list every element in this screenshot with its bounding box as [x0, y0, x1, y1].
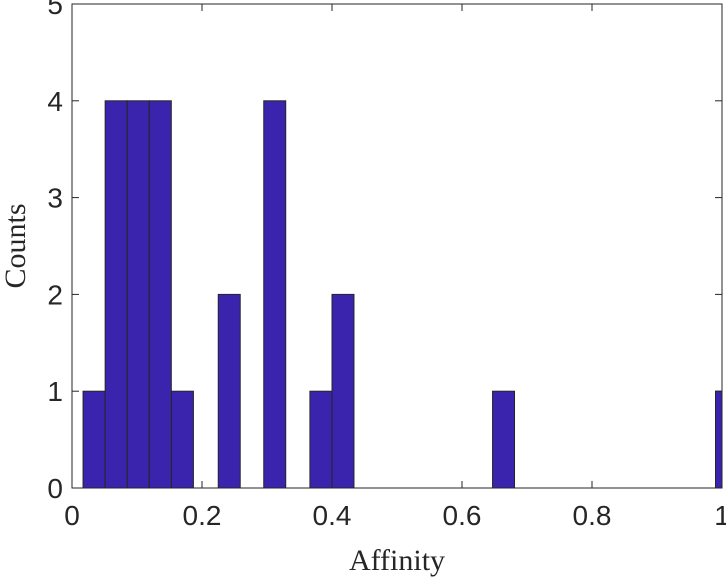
- histogram-bar: [309, 390, 333, 489]
- x-tick-label: 0.8: [573, 500, 612, 531]
- x-axis-label: Affinity: [349, 544, 445, 577]
- y-tick-label: 2: [47, 279, 63, 310]
- histogram-bar: [331, 293, 355, 489]
- y-tick-label: 1: [47, 376, 63, 407]
- x-tick-label: 0.6: [443, 500, 482, 531]
- y-tick-label: 4: [47, 86, 63, 117]
- x-tick-label: 1: [714, 500, 726, 531]
- histogram-bar: [217, 293, 241, 489]
- histogram-bar: [82, 390, 106, 489]
- histogram-bars: [82, 100, 723, 489]
- x-tick-label: 0.4: [313, 500, 352, 531]
- y-tick-label: 0: [47, 473, 63, 504]
- y-tick-label: 3: [47, 183, 63, 214]
- histogram-bar: [126, 100, 150, 489]
- y-axis-label: Counts: [0, 203, 32, 288]
- histogram-bar: [104, 100, 128, 489]
- axis-ticks: 0 0.2 0.4 0.6 0.8 1 0 1 2 3 4 5: [47, 0, 726, 531]
- histogram-bar: [715, 390, 723, 489]
- y-tick-label: 5: [47, 0, 63, 20]
- histogram-bar: [170, 390, 194, 489]
- axes-box: [71, 3, 723, 489]
- histogram-bar: [492, 390, 516, 489]
- histogram-bar: [263, 100, 287, 489]
- x-tick-label: 0.2: [183, 500, 222, 531]
- histogram-bar: [148, 100, 172, 489]
- x-tick-label: 0: [64, 500, 80, 531]
